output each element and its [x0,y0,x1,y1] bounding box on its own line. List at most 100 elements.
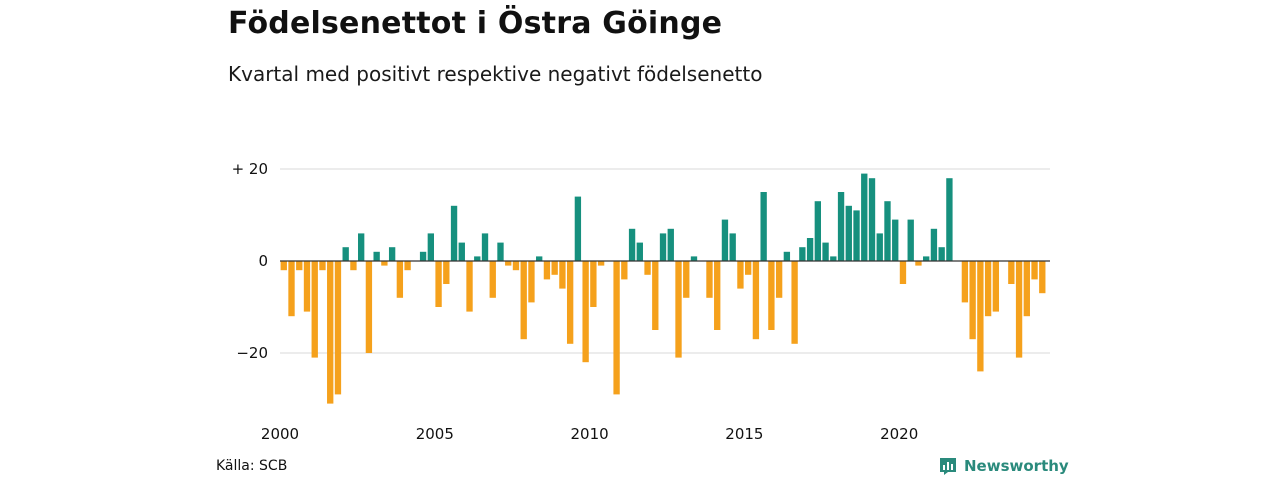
bar [930,228,938,261]
chart-subtitle: Kvartal med positivt respektive negativt… [228,62,763,86]
bar [830,256,837,261]
bar [474,256,481,261]
bar [450,205,458,261]
bar [489,261,496,298]
bar [690,256,698,261]
bar [327,261,334,404]
bar [652,261,659,330]
bar [342,247,349,261]
bar [381,261,388,266]
bar [907,219,914,261]
bar [861,173,868,261]
bar [636,242,643,261]
bar [721,219,729,261]
axis-layer: + 20 0 −20 2000 2005 2010 2015 2020 [232,160,1050,443]
x-tick-label: 2010 [571,425,609,443]
bar [466,261,473,312]
bar [536,256,543,261]
bar [481,233,489,261]
bar [644,261,651,275]
bar [899,261,907,284]
bar [737,261,744,289]
chart-title: Födelsenettot i Östra Göinge [228,6,723,41]
bar [876,233,883,261]
bar [396,261,404,298]
bar [752,261,760,340]
y-tick-label: + 20 [232,160,268,178]
bar [350,261,357,271]
bar [1031,261,1038,280]
x-tick-label: 2015 [725,425,763,443]
bar [566,261,574,344]
bar [706,261,713,298]
bar [334,261,342,395]
bar [443,261,450,284]
bar [551,261,558,275]
y-tick-label: 0 [258,252,268,270]
bar [559,261,566,289]
bar [675,261,682,358]
bar [768,261,775,330]
bar [667,228,674,261]
bar [799,247,806,261]
bar [984,261,992,317]
bar [845,205,852,261]
source-note: Källa: SCB [216,458,288,474]
bar [358,233,365,261]
bar [853,210,860,261]
bar [1015,261,1023,358]
newsworthy-logo-icon [940,458,956,475]
bar [427,233,434,261]
bar [969,261,976,340]
bar [760,192,767,261]
bar [837,192,845,261]
bar [296,261,303,271]
y-tick-label: −20 [236,344,268,362]
bar [683,261,690,298]
x-tick-label: 2000 [261,425,299,443]
bar [992,261,1000,312]
bar [775,261,783,298]
bar-layer [280,173,1046,404]
bar [520,261,527,340]
bar [868,178,876,261]
bar [714,261,721,330]
x-tick-label: 2005 [416,425,454,443]
bar [659,233,667,261]
bar [365,261,373,353]
bar [388,247,396,261]
bar [946,178,953,261]
bar [543,261,551,280]
bar [621,261,628,280]
bar [404,261,411,271]
bar [319,261,326,271]
bar [806,238,814,261]
brand[interactable]: Newsworthy [938,456,1069,476]
bar [582,261,589,363]
bar [884,201,891,261]
bar [783,251,791,261]
bar [791,261,798,344]
bar [1008,261,1015,284]
bar [303,261,311,312]
bar [915,261,922,266]
bar [977,261,984,372]
bar [745,261,752,275]
brand-name: Newsworthy [964,457,1069,475]
bar [892,219,899,261]
bar [729,233,736,261]
bar [497,242,504,261]
bar [373,251,380,261]
bar [923,256,930,261]
bar [528,261,535,303]
bar [613,261,620,395]
bar [288,261,295,317]
bar [1023,261,1030,317]
bar [938,247,945,261]
bar [961,261,969,303]
bar [597,261,605,266]
bar [311,261,318,358]
x-tick-label: 2020 [880,425,918,443]
bar [435,261,442,307]
